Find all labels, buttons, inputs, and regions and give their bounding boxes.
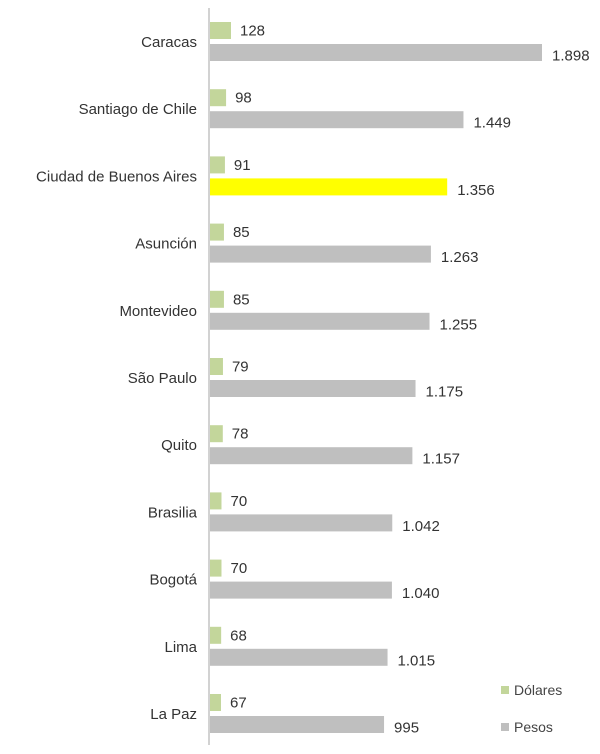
- value-label-dolares-brasilia: 70: [230, 493, 247, 510]
- bar-pesos-quito: [210, 447, 413, 465]
- legend-label-pesos: Pesos: [514, 719, 553, 735]
- bar-dolares-sao-paulo: [210, 358, 223, 375]
- value-label-dolares-montevideo: 85: [233, 291, 250, 308]
- bar-dolares-quito: [210, 425, 223, 443]
- value-label-dolares-sao-paulo: 79: [232, 358, 249, 375]
- bar-pesos-montevideo: [210, 312, 430, 330]
- bar-pesos-santiago-de-chile: [210, 111, 464, 129]
- bar-pesos-brasilia: [210, 514, 393, 532]
- bar-dolares-asuncion: [210, 223, 224, 241]
- value-label-pesos-sao-paulo: 1.175: [426, 383, 464, 400]
- value-label-dolares-bogota: 70: [230, 560, 247, 577]
- legend-item-dolares: Dólares: [501, 682, 562, 698]
- value-label-pesos-bogota: 1.040: [402, 585, 440, 602]
- value-label-pesos-santiago-de-chile: 1.449: [473, 115, 511, 132]
- category-label-santiago-de-chile: Santiago de Chile: [79, 101, 197, 118]
- legend-swatch-pesos: [501, 723, 509, 731]
- legend-item-pesos: Pesos: [501, 719, 553, 735]
- bar-dolares-bogota: [210, 559, 222, 577]
- bar-pesos-sao-paulo: [210, 380, 416, 397]
- value-label-dolares-caracas: 128: [240, 22, 265, 39]
- bar-pesos-caracas: [210, 44, 542, 61]
- legend-label-dolares: Dólares: [514, 682, 562, 698]
- bar-pesos-asuncion: [210, 245, 431, 263]
- value-label-dolares-asuncion: 85: [233, 224, 250, 241]
- value-label-pesos-ciudad-de-buenos-aires: 1.356: [457, 182, 495, 199]
- legend-swatch-dolares: [501, 686, 509, 694]
- legend: Dólares Pesos: [501, 682, 562, 735]
- value-label-pesos-lima: 1.015: [398, 652, 436, 669]
- bar-dolares-brasilia: [210, 492, 222, 510]
- labels-layer: Caracas 128 1.898 Santiago de Chile 98 1.449 C…: [36, 22, 590, 736]
- value-label-pesos-la-paz: 995: [394, 719, 419, 736]
- category-label-lima: Lima: [164, 639, 197, 656]
- bars-layer: [210, 22, 542, 733]
- bar-dolares-montevideo: [210, 290, 224, 308]
- bar-dolares-caracas: [210, 22, 231, 39]
- value-label-dolares-la-paz: 67: [230, 694, 247, 711]
- bar-dolares-santiago-de-chile: [210, 89, 227, 107]
- category-label-sao-paulo: São Paulo: [128, 370, 197, 387]
- category-label-brasilia: Brasilia: [148, 504, 198, 521]
- bar-dolares-la-paz: [210, 694, 221, 711]
- value-label-pesos-montevideo: 1.255: [440, 316, 478, 333]
- bar-dolares-lima: [210, 626, 222, 644]
- category-label-caracas: Caracas: [141, 34, 197, 51]
- value-label-dolares-santiago-de-chile: 98: [235, 90, 252, 107]
- value-label-pesos-brasilia: 1.042: [402, 518, 440, 535]
- category-label-quito: Quito: [161, 437, 197, 454]
- bar-dolares-ciudad-de-buenos-aires: [210, 156, 225, 174]
- category-label-montevideo: Montevideo: [119, 303, 197, 320]
- bar-pesos-la-paz: [210, 716, 385, 733]
- value-label-dolares-ciudad-de-buenos-aires: 91: [234, 157, 251, 174]
- value-label-dolares-lima: 68: [230, 627, 247, 644]
- category-label-la-paz: La Paz: [150, 706, 197, 723]
- category-label-asuncion: Asunción: [135, 236, 197, 253]
- bar-pesos-bogota: [210, 581, 392, 599]
- value-label-pesos-asuncion: 1.263: [441, 249, 479, 266]
- value-label-pesos-caracas: 1.898: [552, 47, 590, 64]
- category-label-bogota: Bogotá: [149, 572, 197, 589]
- bar-pesos-lima: [210, 648, 388, 666]
- category-label-ciudad-de-buenos-aires: Ciudad de Buenos Aires: [36, 168, 197, 185]
- value-label-pesos-quito: 1.157: [422, 451, 460, 468]
- value-label-dolares-quito: 78: [232, 426, 249, 443]
- bar-pesos-ciudad-de-buenos-aires: [210, 178, 448, 196]
